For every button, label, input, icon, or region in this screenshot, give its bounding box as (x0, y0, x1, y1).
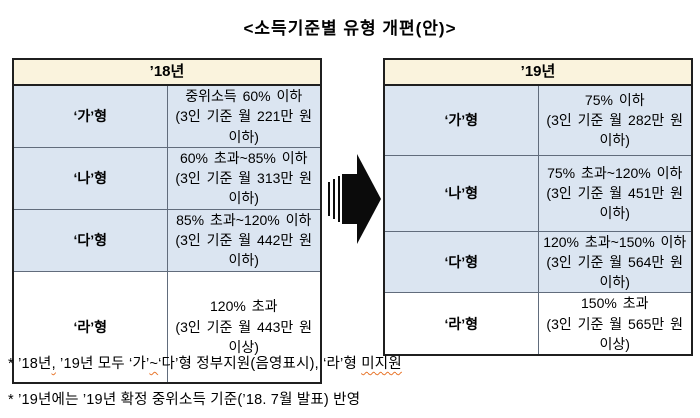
table-2018-row-na-criteria: 60% 초과~85% 이하 (3인 기준 월 313만 원 이하) (166, 146, 322, 210)
criteria-line1: 120% 초과 (210, 298, 278, 315)
table-2019-row-da-label: ‘다’형 (383, 230, 539, 294)
criteria-line2: (3인 기준 월 221만 원 이하) (175, 108, 313, 145)
criteria-line1: 중위소득 60% 이하 (185, 88, 303, 104)
spellcheck-underline: , (51, 356, 56, 372)
table-2018-row-ra-label: ‘라’형 (12, 270, 168, 384)
criteria-line1: 75% 초과~120% 이하 (547, 164, 683, 181)
page-title: <소득기준별 유형 개편(안)> (243, 19, 457, 38)
criteria-line2: (3인 기준 월 313만 원 이하) (175, 170, 313, 207)
table-2018-row-da-label: ‘다’형 (12, 208, 168, 272)
footnote-text: ’19년 모두 ‘가’ (55, 356, 150, 372)
table-2018-row-da-criteria: 85% 초과~120% 이하 (3인 기준 월 442만 원 이하) (166, 208, 322, 272)
table-2018-row-ga-criteria: 중위소득 60% 이하 (3인 기준 월 221만 원 이하) (166, 84, 322, 148)
footnote-income-standard: * ’19년에는 ’19년 확정 중위소득 기준(’18. 7월 발표) 반영 (8, 392, 361, 408)
table-2019-header: ’19년 (383, 58, 693, 86)
table-2019-row-ga-criteria: 75% 이하 (3인 기준 월 282만 원 이하) (537, 84, 693, 156)
table-2018-row-ra-criteria: 120% 초과 (3인 기준 월 443만 원 이상) (166, 270, 322, 384)
table-2018-row-na-label: ‘나’형 (12, 146, 168, 210)
table-2019-row-da-criteria: 120% 초과~150% 이하 (3인 기준 월 564만 원 이하) (537, 230, 693, 294)
criteria-line2: (3인 기준 월 564만 원 이하) (546, 253, 684, 291)
criteria-line2: (3인 기준 월 442만 원 이하) (175, 232, 313, 269)
footnote-text: ‘다’형 정부지원(음영표시), ‘라’형 (158, 356, 362, 372)
table-2019-row-na-label: ‘나’형 (383, 154, 539, 232)
criteria-line2: (3인 기준 월 443만 원 이상) (175, 318, 313, 356)
footnote-text: * ’18년 (8, 356, 52, 372)
transition-arrow-icon (326, 152, 384, 248)
footnote-support-types: * ’18년, ’19년 모두 ‘가’~‘다’형 정부지원(음영표시), ‘라’… (8, 352, 402, 373)
table-2019-row-ra-criteria: 150% 초과 (3인 기준 월 565만 원 이상) (537, 292, 693, 356)
criteria-line2: (3인 기준 월 565만 원 이상) (546, 315, 684, 352)
table-2018-row-ga-label: ‘가’형 (12, 84, 168, 148)
table-2019-row-ra-label: ‘라’형 (383, 292, 539, 356)
table-2019-row-na-criteria: 75% 초과~120% 이하 (3인 기준 월 451만 원 이하) (537, 154, 693, 232)
criteria-line1: 150% 초과 (581, 295, 649, 312)
criteria-line1: 120% 초과~150% 이하 (543, 233, 687, 250)
spellcheck-underline: ~ (149, 356, 159, 372)
criteria-line1: 60% 초과~85% 이하 (179, 149, 308, 166)
table-2018: ’18년 ‘가’형 중위소득 60% 이하 (3인 기준 월 221만 원 이하… (12, 58, 322, 385)
table-2018-header: ’18년 (12, 58, 322, 86)
criteria-line1: 85% 초과~120% 이하 (176, 211, 312, 228)
criteria-line2: (3인 기준 월 282만 원 이하) (546, 112, 684, 149)
criteria-line2: (3인 기준 월 451만 원 이하) (546, 184, 684, 222)
table-2019-row-ga-label: ‘가’형 (383, 84, 539, 156)
spellcheck-underline: 미지원 (361, 356, 402, 372)
criteria-line1: 75% 이하 (584, 91, 645, 108)
table-2019: ’19년 ‘가’형 75% 이하 (3인 기준 월 282만 원 이하) ‘나’… (383, 58, 693, 357)
